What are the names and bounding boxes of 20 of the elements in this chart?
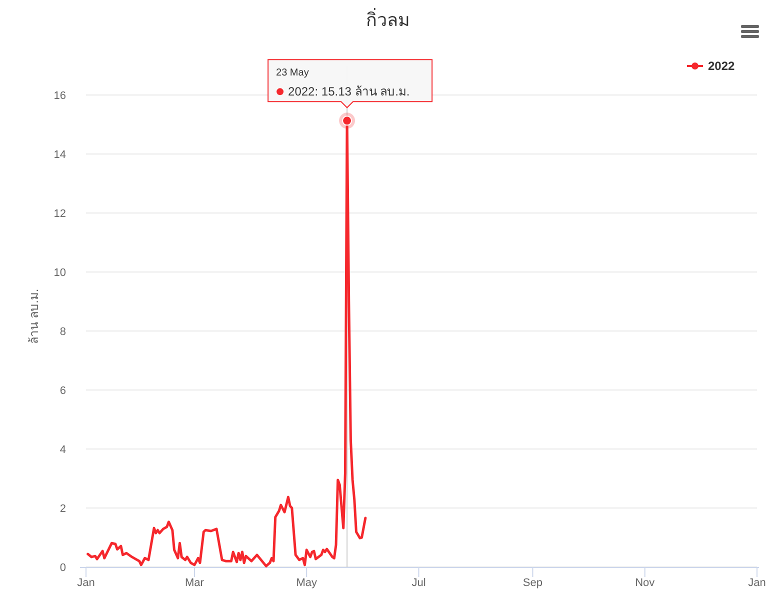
annotation: 2022: 15.13 ล้าน ลบ.ม. <box>288 84 410 99</box>
x-tick-label: May <box>296 577 318 589</box>
y-tick-label: 0 <box>60 562 66 574</box>
y-axis-title: ล้าน ลบ.ม. <box>27 288 41 344</box>
x-tick-label: Jan <box>77 577 95 589</box>
x-tick-label: Mar <box>184 577 204 589</box>
y-tick-label: 8 <box>60 326 66 338</box>
x-tick-label: Sep <box>522 577 543 589</box>
y-tick-label: 12 <box>54 208 66 220</box>
y-tick-label: 4 <box>60 444 66 456</box>
x-tick-label: Nov <box>635 577 656 589</box>
y-tick-label: 14 <box>54 148 66 161</box>
y-tick-label: 2 <box>60 502 66 515</box>
annotation: 23 May <box>276 68 309 79</box>
y-tick-label: 16 <box>54 90 66 102</box>
legend-label: 2022 <box>708 59 736 73</box>
y-tick-label: 10 <box>54 266 66 279</box>
y-tick-label: 6 <box>60 384 66 397</box>
x-tick-label: Jan <box>748 577 766 589</box>
x-tick-label: Jul <box>412 577 426 589</box>
